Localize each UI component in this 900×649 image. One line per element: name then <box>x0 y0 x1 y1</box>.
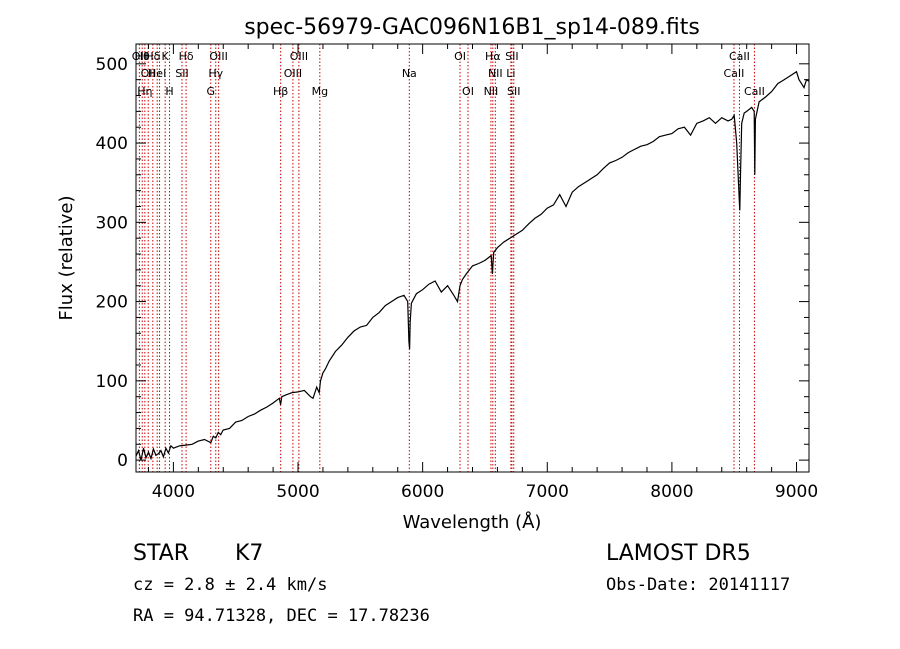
spectral-line-label: SII <box>507 85 520 98</box>
x-tick-label: 5000 <box>276 482 319 502</box>
axes: 4000 5000 6000 7000 8000 9000 0 100 200 300 400 500 <box>96 44 818 502</box>
spectral-line-label: Hθ <box>135 50 150 63</box>
spectral-line-label: G <box>207 85 216 98</box>
spectral-line-label: OIII <box>209 50 227 63</box>
y-axis-label: Flux (relative) <box>56 195 77 320</box>
x-tick-label: 6000 <box>401 482 444 502</box>
spectral-line-label: OI <box>462 85 474 98</box>
spectral-line-label: OII <box>141 67 156 80</box>
spectral-line-label: Li <box>506 67 515 80</box>
spectral-line-label: Mg <box>312 85 328 98</box>
x-tick-label: 9000 <box>775 482 818 502</box>
spectral-line-label: H <box>165 85 173 98</box>
x-axis-label: Wavelength (Å) <box>403 511 542 533</box>
spectral-line-label: CaII <box>729 50 750 63</box>
object-subclass: K7 <box>235 541 263 566</box>
spectral-line-label: SII <box>505 50 518 63</box>
spectral-line-label: Hδ <box>179 50 194 63</box>
spectral-line-label: Hγ <box>208 67 223 80</box>
x-tick-label: 7000 <box>526 482 569 502</box>
spectral-line-label: Hη <box>137 85 152 98</box>
survey-name: LAMOST DR5 <box>606 541 751 566</box>
y-tick-label: 100 <box>96 372 128 392</box>
spectral-line-label: Hα <box>485 50 501 63</box>
spectral-line-label: CaII <box>744 85 765 98</box>
spectral-line-label: NII <box>488 67 503 80</box>
y-tick-label: 300 <box>96 213 128 233</box>
y-tick-label: 500 <box>96 55 128 75</box>
y-tick-label: 400 <box>96 134 128 154</box>
spectral-line-label: Na <box>402 67 417 80</box>
observation-date: Obs-Date: 20141117 <box>606 575 790 595</box>
chart-title: spec-56979-GAC096N16B1_sp14-089.fits <box>244 15 700 40</box>
spectrum-series-line <box>135 70 810 461</box>
spectral-line-label: Hβ <box>273 85 288 98</box>
y-tick-label: 0 <box>117 451 128 471</box>
spectral-line-label: Hδ <box>145 50 160 63</box>
spectral-line-label: K <box>162 50 170 63</box>
spectral-line-label: CaII <box>724 67 745 80</box>
spectral-line-labels: OIIHθHηOIIHδHeIKHSIIHδGHγOIIIHβOIIIOIIIM… <box>132 50 765 98</box>
x-tick-label: 4000 <box>152 482 195 502</box>
redshift-velocity: cz = 2.8 ± 2.4 km/s <box>133 575 327 595</box>
sky-coordinates: RA = 94.71328, DEC = 17.78236 <box>133 606 430 626</box>
spectral-line-label: OIII <box>290 50 308 63</box>
y-tick-label: 200 <box>96 293 128 313</box>
x-tick-label: 8000 <box>650 482 693 502</box>
spectral-line-label: SII <box>175 67 188 80</box>
object-class: STAR <box>133 541 189 566</box>
spectral-line-label: OIII <box>284 67 302 80</box>
spectral-line-label: HeI <box>148 67 166 80</box>
spectral-line-label: OI <box>454 50 466 63</box>
spectral-line-label: NII <box>484 85 499 98</box>
